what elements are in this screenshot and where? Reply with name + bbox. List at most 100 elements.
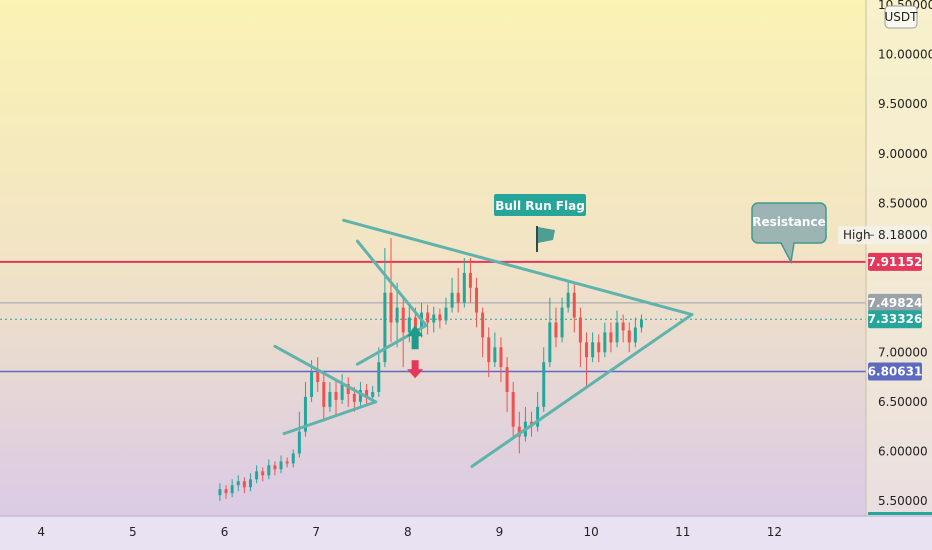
candle-body bbox=[303, 396, 307, 432]
candle-body bbox=[511, 391, 515, 427]
candle-body bbox=[242, 481, 246, 488]
y-tick-label: 5.50000 bbox=[878, 494, 928, 508]
candle-body bbox=[536, 406, 540, 427]
candle-body bbox=[377, 362, 381, 392]
level-badge-label: 7.33326 bbox=[868, 312, 923, 326]
time-axis-panel[interactable] bbox=[0, 516, 932, 550]
candle-body bbox=[468, 272, 472, 288]
candle-body bbox=[627, 330, 631, 343]
y-tick-label: 6.50000 bbox=[878, 395, 928, 409]
high-label-bg bbox=[838, 226, 930, 245]
y-tick-label: 9.50000 bbox=[878, 97, 928, 111]
flag-label: Bull Run Flag bbox=[495, 199, 585, 213]
candle-body bbox=[517, 426, 521, 437]
candle-body bbox=[328, 391, 332, 407]
level-badge bbox=[868, 362, 922, 381]
flag-label-box bbox=[494, 194, 586, 216]
candle-body bbox=[334, 391, 338, 400]
candle-body bbox=[413, 317, 417, 328]
candle-body bbox=[609, 332, 613, 343]
x-tick-label: 9 bbox=[496, 525, 504, 539]
level-badge-label: 6.80631 bbox=[868, 364, 923, 378]
currency-label: USDT bbox=[885, 10, 919, 24]
candle-body bbox=[389, 292, 393, 323]
candle-body bbox=[432, 314, 436, 323]
candle-body bbox=[487, 337, 491, 363]
candle-body bbox=[352, 393, 356, 402]
candle-body bbox=[267, 465, 271, 476]
candle-body bbox=[291, 453, 295, 464]
candle-body bbox=[639, 319, 643, 328]
currency-badge[interactable] bbox=[884, 5, 918, 29]
candle-body bbox=[578, 317, 582, 343]
y-tick-label: 7.00000 bbox=[878, 345, 928, 359]
candle-body bbox=[255, 471, 259, 480]
candle-body bbox=[279, 461, 283, 470]
candle-body bbox=[261, 471, 265, 476]
candle-body bbox=[285, 461, 289, 464]
candle-body bbox=[499, 347, 503, 368]
candle-body bbox=[554, 322, 558, 338]
candle-body bbox=[542, 362, 546, 407]
candle-body bbox=[407, 317, 411, 333]
candle-body bbox=[236, 481, 240, 486]
y-tick-label: 6.00000 bbox=[878, 445, 928, 459]
candle-body bbox=[340, 384, 344, 400]
level-badge bbox=[868, 293, 922, 312]
arrow-down-icon bbox=[407, 360, 424, 379]
candle-body bbox=[438, 314, 442, 321]
candle-body bbox=[346, 384, 350, 394]
level-badge-label: 7.91152 bbox=[868, 255, 923, 269]
trendline bbox=[470, 313, 694, 468]
y-tick-label: 9.00000 bbox=[878, 147, 928, 161]
candle-body bbox=[401, 307, 405, 333]
candle-body bbox=[444, 307, 448, 321]
candle-body bbox=[426, 312, 430, 323]
candle-body bbox=[572, 292, 576, 318]
candle-body bbox=[621, 322, 625, 331]
price-scale-panel[interactable] bbox=[866, 0, 932, 550]
level-badge bbox=[868, 310, 922, 329]
x-tick-label: 4 bbox=[37, 525, 45, 539]
candle-body bbox=[475, 287, 479, 313]
candle-body bbox=[505, 367, 509, 392]
candle-body bbox=[395, 307, 399, 323]
x-tick-label: 12 bbox=[767, 525, 782, 539]
x-tick-label: 11 bbox=[675, 525, 690, 539]
price-marker-bottom bbox=[868, 512, 932, 515]
candle-body bbox=[584, 342, 588, 358]
candle-body bbox=[566, 292, 570, 308]
candle-body bbox=[548, 322, 552, 363]
candle-body bbox=[218, 489, 222, 496]
candle-body bbox=[597, 342, 601, 353]
high-label: High bbox=[843, 228, 871, 242]
candle-body bbox=[560, 307, 564, 338]
candle-body bbox=[310, 372, 314, 397]
candle-body bbox=[230, 485, 234, 494]
candle-body bbox=[371, 391, 375, 397]
candle-body bbox=[383, 292, 387, 363]
arrow-up-icon bbox=[407, 325, 424, 350]
trendline bbox=[355, 239, 428, 327]
trendline bbox=[273, 344, 378, 404]
candle-body bbox=[615, 322, 619, 343]
y-tick-label: 10.00000 bbox=[878, 48, 932, 62]
candle-body bbox=[633, 327, 637, 343]
candle-body bbox=[462, 272, 466, 303]
x-tick-label: 5 bbox=[129, 525, 137, 539]
candle-body bbox=[297, 431, 301, 454]
candle-body bbox=[450, 292, 454, 308]
resistance-label: Resistance bbox=[752, 215, 825, 229]
level-badge bbox=[868, 252, 922, 271]
x-tick-label: 7 bbox=[312, 525, 320, 539]
high-value: 8.18000 bbox=[878, 228, 928, 242]
candle-body bbox=[603, 332, 607, 353]
resistance-callout bbox=[751, 202, 827, 265]
candle-body bbox=[224, 489, 228, 494]
flag-icon bbox=[538, 227, 555, 243]
y-tick-label: 8.50000 bbox=[878, 196, 928, 210]
candle-body bbox=[273, 465, 277, 470]
level-badge-label: 7.49824 bbox=[868, 296, 923, 310]
